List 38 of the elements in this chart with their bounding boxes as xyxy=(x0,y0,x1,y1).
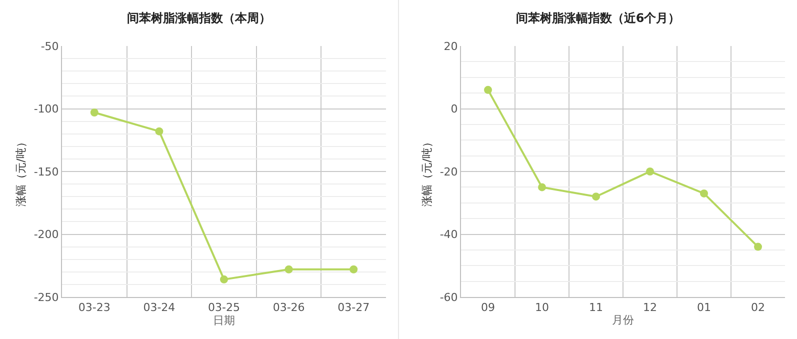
point xyxy=(754,242,762,251)
y-tick-label: 20 xyxy=(444,40,458,53)
point xyxy=(220,275,228,284)
y-tick-label: -150 xyxy=(34,165,59,178)
chart-title: 间苯树脂涨幅指数（近6个月） xyxy=(516,10,680,25)
x-axis-title: 日期 xyxy=(213,314,235,328)
y-tick-label: -250 xyxy=(34,290,59,304)
x-tick-label: 02 xyxy=(751,301,765,314)
point xyxy=(592,192,600,201)
x-axis-title: 月份 xyxy=(612,313,634,326)
x-tick-label: 01 xyxy=(697,301,711,314)
point xyxy=(284,265,293,274)
x-tick-label: 03-26 xyxy=(272,301,305,314)
point xyxy=(155,127,164,136)
point xyxy=(646,168,654,176)
y-tick-label: -200 xyxy=(34,228,59,242)
point xyxy=(538,183,546,192)
point xyxy=(90,108,98,117)
point xyxy=(484,86,492,94)
x-tick-label: 09 xyxy=(481,301,495,314)
x-tick-label: 03-27 xyxy=(338,301,370,314)
y-tick-label: -60 xyxy=(440,290,458,304)
y-axis-title: 涨幅（元/吨） xyxy=(420,136,434,206)
point xyxy=(700,189,708,198)
y-tick-label: 0 xyxy=(450,102,458,116)
y-tick-label: -40 xyxy=(440,228,458,242)
x-tick-label: 10 xyxy=(535,301,549,314)
x-tick-label: 03-23 xyxy=(78,301,110,314)
x-tick-label: 12 xyxy=(643,301,657,314)
y-axis-title: 涨幅（元/吨） xyxy=(14,136,28,206)
y-tick-label: -20 xyxy=(440,165,458,178)
point xyxy=(350,265,358,274)
y-tick-label: -100 xyxy=(34,102,59,116)
x-tick-label: 03-25 xyxy=(208,301,240,314)
x-tick-label: 03-24 xyxy=(143,301,176,314)
chart-title: 间苯树脂涨幅指数（本周） xyxy=(127,10,271,25)
x-tick-label: 11 xyxy=(589,301,603,314)
y-tick-label: -50 xyxy=(40,40,59,53)
